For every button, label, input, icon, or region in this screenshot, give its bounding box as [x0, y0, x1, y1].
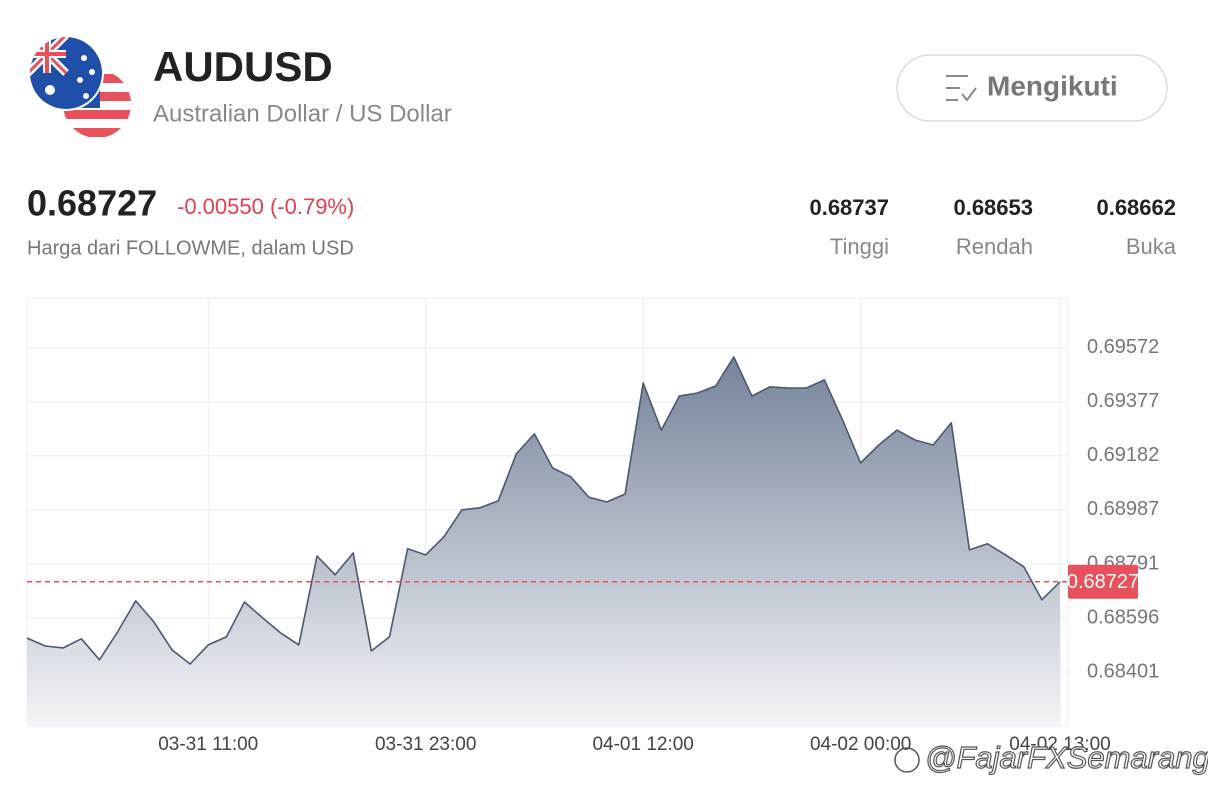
x-tick-label: 04-02 13:00 — [1009, 734, 1110, 755]
price-line — [26, 356, 1061, 665]
chart: 03-31 11:00 03-31 23:00 04-01 12:00 04-02 0… — [26, 298, 1159, 755]
stats: 0.68737 Tinggi 0.68653 Rendah 0.68662 Buka — [809, 195, 1176, 259]
price-change: -0.00550 (-0.79%) — [177, 194, 354, 219]
follow-button[interactable]: Mengikuti — [896, 54, 1168, 122]
stat-label: Tinggi — [830, 234, 889, 259]
watermark-icon — [894, 747, 920, 773]
follow-label[interactable]: Mengikuti — [987, 70, 1118, 101]
y-tick-label: 0.68987 — [1087, 498, 1159, 520]
stat-label: Rendah — [956, 234, 1033, 259]
y-tick-label: 0.69182 — [1087, 444, 1159, 466]
area-fill — [27, 357, 1060, 726]
x-tick-label: 04-02 00:00 — [810, 734, 911, 755]
follow-icon — [946, 75, 977, 102]
y-tick-label: 0.69572 — [1087, 336, 1159, 358]
price: 0.68727 — [27, 183, 157, 224]
y-tick-label: 0.68596 — [1087, 606, 1159, 628]
price-source: Harga dari FOLLOWME, dalam USD — [27, 237, 354, 259]
watermark: @FajarFXSemarang — [925, 740, 1208, 775]
x-tick-label: 04-01 12:00 — [592, 734, 693, 755]
y-tick-label: 0.69377 — [1087, 390, 1159, 412]
flag-icon — [28, 35, 131, 138]
stat-value: 0.68662 — [1096, 195, 1176, 220]
current-price-label: 0.68727 — [1067, 571, 1139, 593]
stat-label: Buka — [1126, 234, 1177, 259]
follow-button-bg[interactable] — [896, 54, 1168, 122]
current-price-tag — [1068, 564, 1138, 599]
stat-value: 0.68653 — [953, 195, 1033, 220]
symbol-title: AUDUSD — [153, 43, 333, 90]
symbol-name: Australian Dollar / US Dollar — [153, 100, 452, 127]
stat-value: 0.68737 — [809, 195, 889, 220]
x-tick-label: 03-31 23:00 — [375, 734, 476, 755]
x-tick-label: 03-31 11:00 — [158, 734, 258, 755]
y-tick-label: 0.68401 — [1087, 660, 1159, 682]
